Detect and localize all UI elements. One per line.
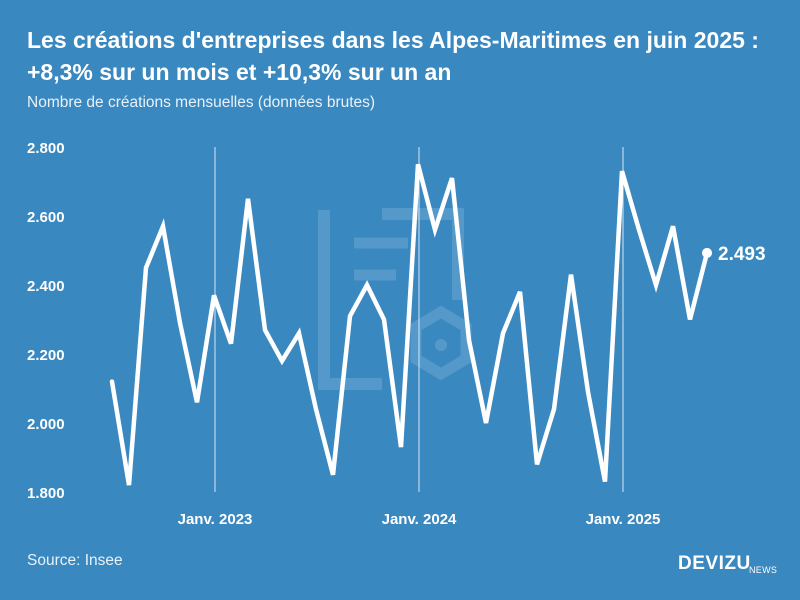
last-point-marker: [702, 247, 712, 258]
x-tick-label: Janv. 2025: [586, 511, 661, 528]
brand-logo: DEVIZU: [678, 553, 751, 574]
x-tick-label: Janv. 2024: [382, 511, 457, 528]
y-tick-label: 2.400: [27, 278, 65, 295]
brand-suffix: NEWS: [749, 565, 778, 575]
last-value-label: 2.493: [718, 244, 766, 265]
chart-subtitle: Nombre de créations mensuelles (données …: [27, 94, 376, 111]
chart-title: Les créations d'entreprises dans les Alp…: [27, 27, 759, 85]
y-tick-label: 2.800: [27, 140, 65, 157]
source-note: Source: Insee: [27, 552, 123, 569]
y-tick-label: 2.000: [27, 416, 65, 433]
series-line: [109, 163, 710, 486]
y-tick-label: 2.600: [27, 209, 65, 226]
y-tick-label: 2.200: [27, 347, 65, 364]
y-tick-label: 1.800: [27, 485, 65, 502]
x-tick-label: Janv. 2023: [178, 511, 253, 528]
